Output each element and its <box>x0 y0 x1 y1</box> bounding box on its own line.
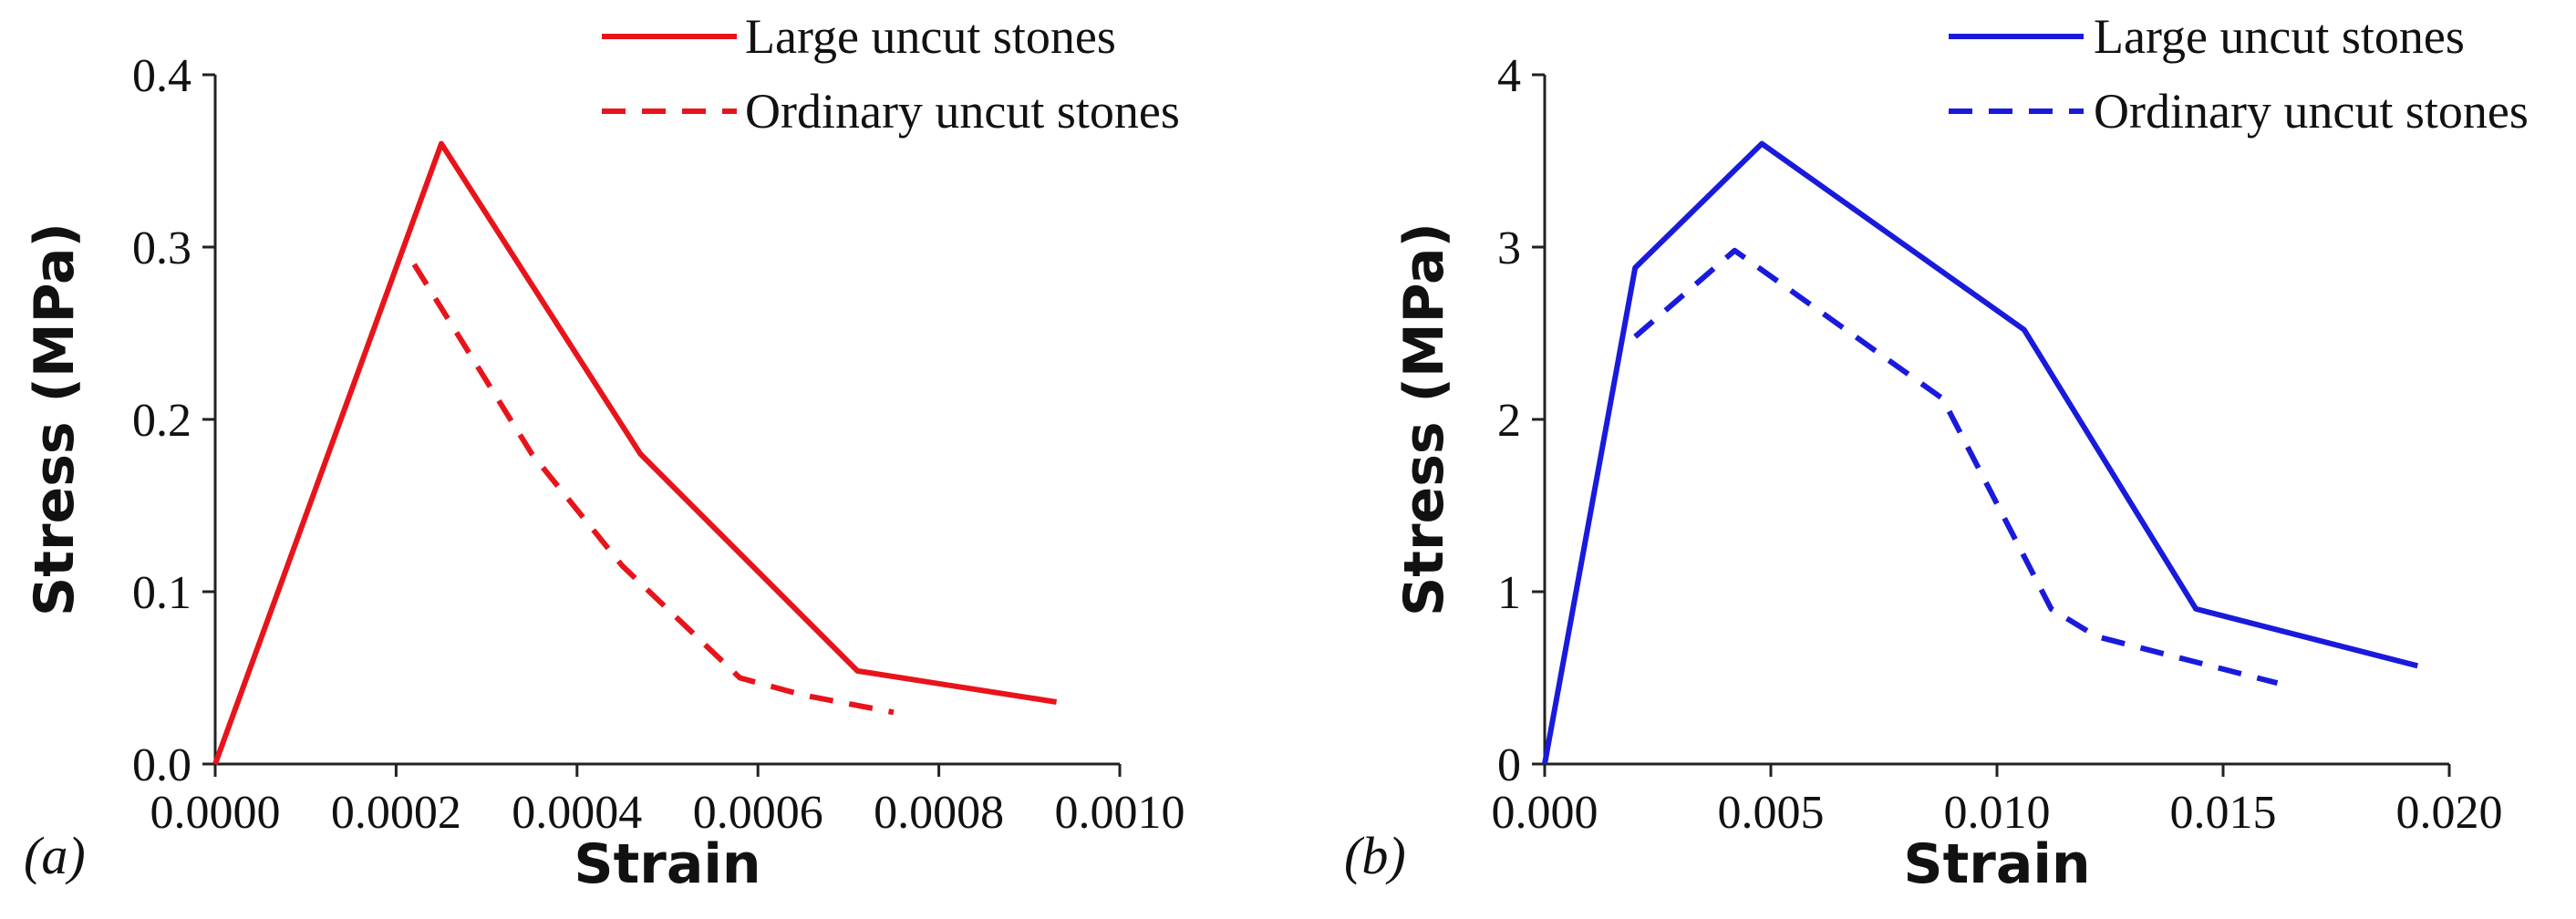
panel-label: (b) <box>1344 826 1406 885</box>
y-tick-label: 0 <box>1497 739 1521 791</box>
x-axis-label: Strain <box>574 832 760 896</box>
x-tick-label: 0.0000 <box>150 787 281 839</box>
chart-panel-1: 0.0000 0.0002 0.0004 0.0006 0.0008 0.0010 0.0 0… <box>23 9 1185 896</box>
series-line-ordinary <box>411 263 895 716</box>
panel-label: (a) <box>24 826 86 885</box>
y-tick-label: 2 <box>1497 395 1521 447</box>
y-tick-label: 0.0 <box>132 739 191 791</box>
x-tick-label: 0.0004 <box>512 787 642 839</box>
y-tick-label: 4 <box>1497 50 1521 102</box>
chart-panel-2: 0.000 0.005 0.010 0.015 0.020 0 1 2 3 4 Strain Stre… <box>1344 9 2529 896</box>
x-tick-label: 0.005 <box>1718 787 1825 839</box>
x-tick-label: 0.015 <box>2170 787 2277 839</box>
y-tick-label: 3 <box>1497 222 1521 274</box>
y-axis-label: Stress (MPa) <box>23 222 87 616</box>
x-tick-label: 0.020 <box>2396 787 2503 839</box>
x-tick-label: 0.010 <box>1944 787 2051 839</box>
legend-label: Ordinary uncut stones <box>2094 84 2529 139</box>
series-line-large <box>212 140 1058 766</box>
y-axis-label: Stress (MPa) <box>1392 222 1456 616</box>
legend-label: Ordinary uncut stones <box>745 84 1180 139</box>
series-line-large <box>1542 140 2419 765</box>
legend-label: Large uncut stones <box>2094 9 2465 64</box>
x-tick-label: 0.0006 <box>693 787 823 839</box>
x-tick-label: 0.000 <box>1492 787 1598 839</box>
x-tick-label: 0.0008 <box>874 787 1004 839</box>
y-tick-label: 0.3 <box>132 222 191 274</box>
x-tick-label: 0.0002 <box>331 787 461 839</box>
legend-label: Large uncut stones <box>745 9 1116 64</box>
y-tick-label: 1 <box>1497 567 1521 619</box>
y-tick-label: 0.2 <box>132 395 191 447</box>
series-line-ordinary <box>1633 247 2279 687</box>
x-tick-label: 0.0010 <box>1055 787 1185 839</box>
y-tick-label: 0.1 <box>132 567 191 619</box>
x-axis-label: Strain <box>1903 832 2090 896</box>
y-tick-label: 0.4 <box>132 50 191 102</box>
